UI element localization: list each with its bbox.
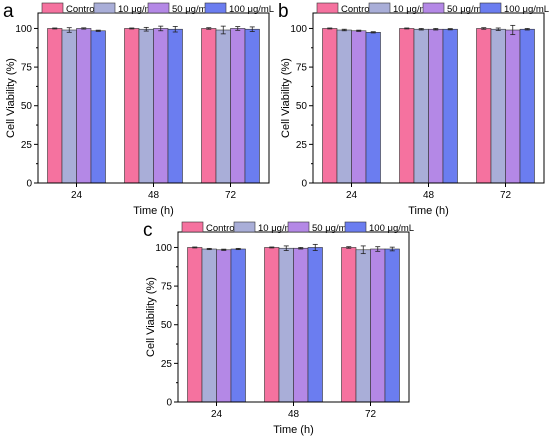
legend-swatch <box>368 2 391 14</box>
y-tick-label: 25 <box>161 359 173 370</box>
y-tick-label: 100 <box>15 24 32 35</box>
bar <box>201 28 217 184</box>
bar <box>76 28 92 184</box>
bar <box>230 248 246 403</box>
legend-swatch <box>147 2 170 14</box>
legend-label: 100 μg/mL <box>229 4 274 15</box>
legend-label: Control <box>66 4 97 15</box>
bar <box>336 29 352 184</box>
bar <box>370 248 386 403</box>
bar <box>47 28 63 184</box>
x-tick-label: 24 <box>346 190 358 201</box>
bar <box>187 247 203 403</box>
panel-label: b <box>278 1 289 22</box>
legend-label: 10 μg/mL <box>393 4 433 15</box>
x-tick-label: 48 <box>148 190 160 201</box>
x-axis-label: Time (h) <box>408 205 449 217</box>
y-axis-label: Cell Viability (%) <box>145 277 157 357</box>
panel-label: c <box>143 220 153 241</box>
y-tick-label: 25 <box>296 140 308 151</box>
legend-label: 10 μg/mL <box>118 4 158 15</box>
y-tick-label: 50 <box>296 101 308 112</box>
bar <box>365 32 381 184</box>
bar <box>505 29 521 184</box>
bar <box>307 247 323 403</box>
legend-swatch <box>316 2 339 14</box>
bar <box>351 30 367 184</box>
y-tick-label: 0 <box>26 179 32 190</box>
bar <box>476 28 492 184</box>
legend-label: Control <box>341 4 372 15</box>
bar <box>215 29 231 184</box>
legend-label: 50 μg/mL <box>312 223 352 234</box>
y-tick-label: 0 <box>301 179 307 190</box>
chart-panel-c: c 0 25 50 75 100 24 48 72 Time (h) Cell Viability … <box>143 220 414 436</box>
x-tick-label: 72 <box>225 190 237 201</box>
x-tick-label: 48 <box>288 409 300 420</box>
x-axis-label: Time (h) <box>133 205 174 217</box>
bar <box>90 30 106 184</box>
chart-panel-a: a 0 25 50 75 100 24 48 72 Time (h) Cell Viability … <box>3 1 274 217</box>
x-tick-label: 48 <box>423 190 435 201</box>
legend-swatch <box>479 2 502 14</box>
y-tick-label: 50 <box>21 101 33 112</box>
legend-swatch <box>204 2 227 14</box>
legend-swatch <box>287 221 310 233</box>
legend-label: 10 μg/mL <box>258 223 298 234</box>
bar <box>167 28 183 184</box>
x-tick-label: 24 <box>71 190 83 201</box>
bar <box>399 28 415 184</box>
legend-label: 50 μg/mL <box>172 4 212 15</box>
y-tick-label: 50 <box>161 320 173 331</box>
legend-swatch <box>422 2 445 14</box>
x-tick-label: 72 <box>365 409 377 420</box>
legend-label: 100 μg/mL <box>369 223 414 234</box>
y-tick-label: 75 <box>296 63 308 74</box>
bar <box>201 248 217 403</box>
bar <box>153 28 169 184</box>
legend-swatch <box>233 221 256 233</box>
bar <box>278 247 294 403</box>
y-axis-label: Cell Viability (%) <box>280 58 292 138</box>
bar <box>519 28 535 184</box>
legend-swatch <box>181 221 204 233</box>
bar <box>490 28 506 184</box>
y-axis-label: Cell Viability (%) <box>5 58 17 138</box>
legend-label: 50 μg/mL <box>447 4 487 15</box>
x-tick-label: 24 <box>211 409 223 420</box>
x-tick-label: 72 <box>500 190 512 201</box>
y-tick-label: 25 <box>21 140 33 151</box>
bar <box>355 249 371 403</box>
y-tick-label: 75 <box>21 63 33 74</box>
bar <box>442 28 458 184</box>
legend-label: 100 μg/mL <box>504 4 549 15</box>
bar <box>293 247 309 403</box>
bar <box>264 247 280 403</box>
legend-label: Control <box>206 223 237 234</box>
y-tick-label: 100 <box>290 24 307 35</box>
panel-label: a <box>3 1 14 22</box>
bar <box>216 249 232 403</box>
legend-swatch <box>41 2 64 14</box>
bar <box>124 28 140 184</box>
legend-swatch <box>344 221 367 233</box>
bar <box>341 247 357 403</box>
bar <box>230 28 246 184</box>
y-tick-label: 0 <box>166 398 172 409</box>
legend-swatch <box>93 2 116 14</box>
bar <box>138 28 154 184</box>
y-tick-label: 75 <box>161 282 173 293</box>
bar <box>428 28 444 184</box>
bar <box>244 28 260 184</box>
bar <box>384 248 400 403</box>
bar <box>413 28 429 184</box>
bar <box>322 28 338 184</box>
x-axis-label: Time (h) <box>273 424 314 436</box>
chart-panel-b: b 0 25 50 75 100 24 48 72 Time (h) Cell Viability … <box>278 1 549 217</box>
y-tick-label: 100 <box>155 243 172 254</box>
bar <box>61 29 77 184</box>
